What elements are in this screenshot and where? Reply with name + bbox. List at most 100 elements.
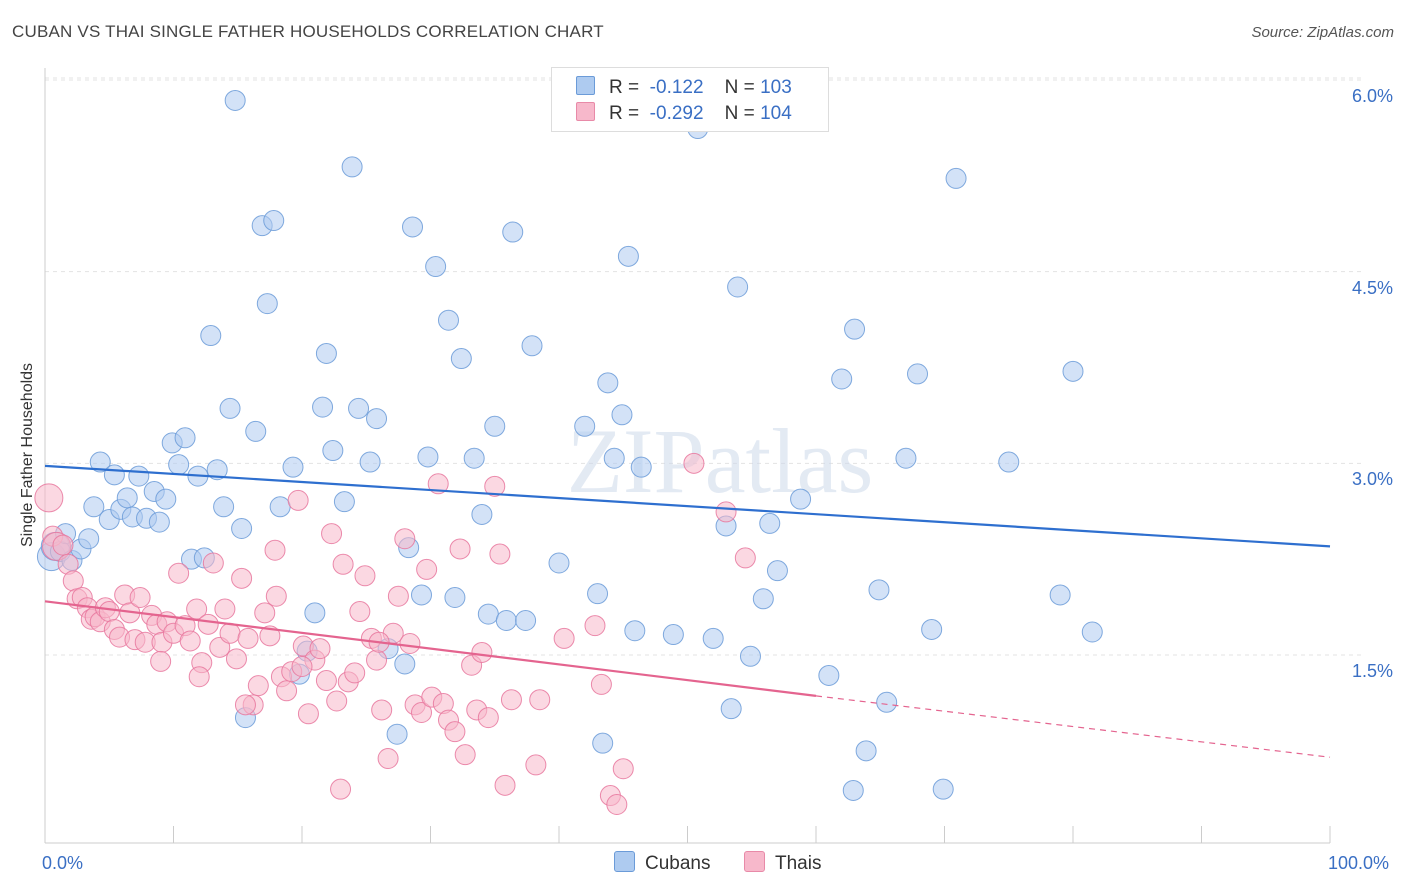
thai-point-86 [525,754,547,776]
cuban-point-93 [855,740,877,762]
thai-point-75 [444,721,466,743]
cuban-point-94 [868,579,890,601]
cuban-point-95 [876,691,898,713]
cuban-point-18 [155,488,177,510]
cuban-point-84 [739,645,761,667]
thai-point-36 [225,648,247,670]
source-label: Source: ZipAtlas.com [1251,24,1394,41]
thai-point-97 [188,666,210,688]
thai-point-47 [287,489,309,511]
bottom-legend-thais: Thais [744,851,821,875]
thai-point-72 [427,473,449,495]
thai-point-76 [449,538,471,560]
cuban-point-8 [89,451,111,473]
chart-title: CUBAN VS THAI SINGLE FATHER HOUSEHOLDS C… [12,22,604,41]
thai-point-19 [129,587,151,608]
legend-r-cubans: -0.122 [649,77,704,98]
cuban-point-91 [842,779,864,801]
thai-point-89 [590,673,612,695]
cuban-point-83 [727,276,749,298]
legend-r-thais: -0.292 [649,103,704,124]
thai-point-32 [202,552,224,574]
thai-point-42 [259,625,281,647]
legend-swatch-cubans [576,76,595,95]
legend-n-cubans: 103 [760,77,792,98]
thai-point-88 [584,615,606,637]
cuban-point-77 [630,456,652,478]
thai-point-70 [416,558,438,580]
cuban-point-63 [484,415,506,437]
thai-point-96 [234,694,256,716]
thai-point-0 [34,483,64,513]
bottom-legend-cubans: Cubans [614,851,711,875]
thai-point-57 [344,662,366,684]
thai-point-41 [254,602,276,624]
cuban-point-36 [269,496,291,518]
thai-point-103 [330,778,352,800]
cuban-point-35 [263,210,285,232]
cuban-point-42 [315,342,337,364]
thai-point-53 [321,523,343,545]
thais-points [34,452,756,815]
thai-point-62 [371,699,393,721]
thai-point-52 [315,670,337,692]
thai-point-82 [484,475,506,497]
cuban-point-56 [425,256,447,278]
y-tick-label-2: 4.5% [1351,277,1393,298]
cuban-point-66 [515,610,537,631]
cuban-point-101 [998,451,1020,473]
trend-lines [44,464,1331,758]
legend-row-cubans: R = -0.122 N = 103 [576,76,792,100]
cuban-point-44 [333,491,355,513]
cuban-point-103 [1062,360,1084,382]
thai-point-98 [150,650,172,672]
thai-point-69 [411,702,433,723]
thai-point-38 [237,627,259,649]
cuban-point-61 [471,503,493,525]
cuban-point-53 [402,216,424,238]
thai-point-26 [168,562,190,584]
thai-point-58 [349,601,371,623]
thai-point-55 [332,553,354,575]
cuban-point-7 [83,496,105,518]
thai-point-85 [500,689,522,711]
cuban-point-50 [386,723,408,745]
thai-point-102 [265,585,287,607]
thai-point-45 [276,680,298,702]
cuban-point-26 [206,459,228,481]
thai-point-95 [734,547,756,569]
cuban-point-68 [548,552,570,574]
bottom-legend-label-cubans: Cubans [645,853,711,874]
legend-row-thais: R = -0.292 N = 104 [576,102,792,126]
cuban-point-60 [463,447,485,469]
thai-point-93 [683,452,705,474]
thais-trend-line [44,600,817,697]
thai-point-54 [326,690,348,712]
thai-point-63 [377,748,399,769]
thai-point-51 [309,638,331,660]
cuban-point-59 [450,348,472,370]
cuban-point-45 [341,156,363,178]
thais-trend-line-extrapolated [815,695,1331,758]
cuban-point-97 [907,363,929,385]
cuban-point-65 [502,221,524,243]
thai-point-92 [612,758,634,780]
thai-point-28 [179,630,201,652]
cuban-point-10 [103,464,125,486]
thai-point-91 [606,794,628,815]
cuban-point-80 [702,627,724,649]
cuban-point-69 [574,415,596,437]
cuban-point-64 [495,610,517,631]
cuban-point-46 [348,397,370,419]
cuban-point-86 [759,512,781,534]
thai-point-65 [387,585,409,607]
cuban-point-28 [219,397,241,419]
y-axis-label: Single Father Households [19,362,36,548]
thai-point-94 [715,501,737,523]
legend-r-label: R = [609,103,640,124]
thai-point-34 [214,598,236,620]
thai-point-66 [394,528,416,550]
cuban-point-67 [521,335,543,357]
thai-point-80 [471,641,493,663]
cuban-point-54 [411,584,433,606]
